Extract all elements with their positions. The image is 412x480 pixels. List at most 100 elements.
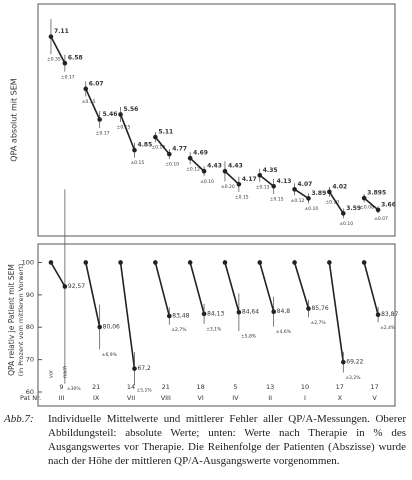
count-label: 13: [266, 383, 274, 391]
value-label: 4.17: [242, 176, 257, 183]
connector: [189, 157, 205, 172]
point: [361, 260, 367, 265]
value-label: 84,8: [277, 308, 291, 315]
connector: [119, 262, 136, 369]
connector: [84, 262, 101, 328]
point: [62, 60, 68, 66]
point: [327, 260, 332, 265]
point: [132, 147, 137, 153]
error-label: ±30%: [67, 386, 81, 392]
connector: [294, 188, 309, 200]
annotation: nach: [62, 366, 68, 378]
value-label: 84,13: [207, 310, 224, 317]
error-label: ±0.15: [270, 196, 284, 202]
value-label: 3.89: [311, 190, 326, 197]
count-label: 21: [162, 383, 170, 391]
point: [306, 196, 311, 201]
point: [361, 195, 367, 201]
value-label: 4.43: [228, 163, 243, 170]
error-label: ±0.17: [61, 74, 75, 80]
connector: [363, 262, 379, 315]
x-tick-label: VII: [127, 394, 135, 402]
x-tick-label: III: [59, 394, 65, 402]
top-frame: [37, 3, 396, 237]
value-label: 4.35: [263, 167, 278, 174]
point: [340, 211, 346, 216]
value-label: 4.43: [207, 163, 222, 170]
error-label: ±2,7%: [171, 327, 187, 333]
point: [118, 260, 123, 265]
error-label: ±0.12: [291, 198, 305, 204]
point: [375, 312, 381, 318]
y-label: QPA absolut mit SEM: [10, 78, 19, 161]
value-label: 5.11: [158, 129, 173, 136]
x-label: Pat Nr.: [20, 394, 41, 402]
error-label: ±2,7%: [310, 320, 326, 326]
y-tick-label: 80: [26, 323, 34, 331]
count-label: 17: [370, 383, 378, 391]
error-label: ±3,2%: [345, 375, 361, 381]
connector: [85, 88, 101, 120]
point: [236, 309, 242, 315]
connector: [224, 262, 240, 313]
point: [201, 311, 207, 317]
point: [306, 306, 311, 311]
connector: [259, 174, 275, 187]
error-label: ±0.15: [82, 99, 96, 105]
y-tick-label: 90: [26, 291, 34, 299]
point: [187, 155, 193, 161]
point: [222, 260, 228, 265]
point: [201, 168, 207, 174]
count-label: 21: [92, 383, 100, 391]
x-tick-label: IX: [93, 394, 100, 402]
point: [166, 151, 172, 157]
value-label: 5.56: [124, 106, 139, 113]
point: [222, 168, 228, 174]
value-label: 80,06: [103, 324, 120, 331]
x-tick-label: I: [304, 394, 306, 402]
connector: [363, 197, 379, 211]
point: [48, 260, 54, 265]
point: [118, 112, 123, 117]
point: [257, 260, 263, 265]
error-label: ±6,9%: [102, 352, 118, 358]
error-label: ±5,1%: [136, 388, 152, 394]
connector: [328, 262, 345, 363]
x-tick-label: IV: [232, 394, 239, 402]
error-label: ±5,8%: [241, 333, 257, 339]
point: [166, 313, 172, 319]
value-label: 5.46: [103, 111, 118, 118]
point: [83, 86, 89, 92]
error-label: ±0.15: [117, 125, 131, 131]
point: [62, 284, 68, 289]
figure: QPA absolut mit SEM QPA relativ je Patie…: [7, 3, 398, 407]
caption-text: Individuelle Mittelwerte und mittlerer F…: [48, 413, 406, 467]
point: [340, 359, 346, 365]
y-tick-label: 100: [22, 258, 34, 266]
count-label: 5: [233, 383, 237, 391]
value-label: 4.13: [277, 178, 292, 185]
value-label: 69,22: [346, 359, 363, 366]
count-label: 18: [196, 383, 204, 391]
value-label: 83,48: [172, 312, 189, 319]
point: [292, 187, 297, 192]
error-label: ±0.15: [235, 194, 249, 200]
value-label: 6.07: [89, 80, 104, 87]
error-label: ±0.07: [374, 216, 388, 222]
value-label: 4.69: [193, 150, 208, 157]
connector: [50, 262, 66, 287]
point: [375, 207, 381, 213]
connector: [154, 136, 170, 155]
value-label: 84,64: [242, 309, 259, 316]
error-label: ±0.12: [186, 167, 200, 173]
value-label: 4.02: [332, 183, 347, 190]
y-label: QPA relativ je Patient mit SEM: [7, 264, 16, 376]
connector: [154, 262, 171, 317]
point: [292, 260, 297, 265]
x-tick-label: II: [268, 394, 272, 402]
point: [187, 260, 193, 265]
count-label: 14: [127, 383, 135, 391]
error-label: ±4,6%: [276, 329, 292, 335]
count-label: 9: [59, 383, 63, 391]
